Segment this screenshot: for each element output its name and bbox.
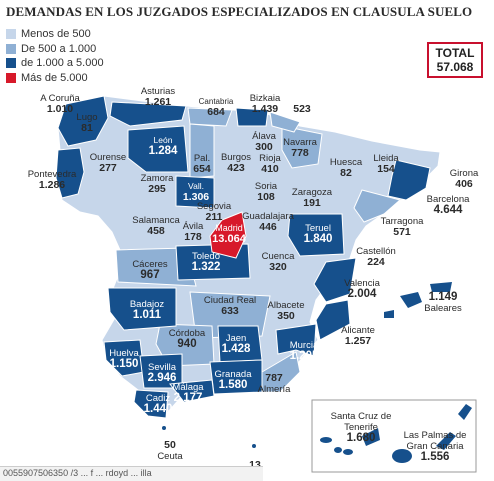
region-palencia (189, 123, 215, 179)
region-badajoz (107, 287, 177, 331)
region-madrid (209, 211, 247, 259)
ceuta-marker (162, 426, 166, 430)
region-valladolid (175, 175, 215, 209)
province-label: León 1.284 (148, 135, 178, 157)
legend-label: Menos de 500 (21, 28, 91, 41)
legend-swatch (6, 72, 16, 83)
province-label: Barcelona 4.644 (426, 194, 470, 216)
province-label: Cadiz 1.440 (143, 393, 173, 415)
legend-item: de 1.000 a 5.000 (6, 56, 104, 71)
province-label: Madrid 13.064 (212, 223, 246, 245)
province-label: Soria 108 (254, 181, 278, 203)
province-label: Badajoz 1.011 (129, 299, 165, 321)
total-box: TOTAL 57.068 (427, 42, 483, 78)
province-label: Cuenca 320 (261, 251, 295, 273)
province-label: Zaragoza 191 (291, 187, 333, 209)
legend-swatch (6, 29, 16, 40)
province-label: Málaga 2.177 (172, 382, 204, 404)
legend-item: De 500 a 1.000 (6, 42, 104, 57)
province-label: Albacete 350 (267, 300, 305, 322)
province-label: Castellón 224 (356, 246, 396, 268)
province-label: Pal. 654 (193, 153, 211, 175)
province-label: 50 Ceuta (157, 439, 183, 463)
region-tarragona (353, 189, 402, 223)
province-label: Bizkaia 1.439 (249, 93, 281, 115)
province-label: Huelva 1.150 (109, 348, 139, 370)
map-title: DEMANDAS EN LOS JUZGADOS ESPECIALIZADOS … (6, 4, 473, 19)
legend-swatch (6, 43, 16, 54)
region-gipuzkoa (269, 111, 301, 133)
total-label: TOTAL (435, 46, 475, 60)
province-label: Teruel 1.840 (303, 223, 333, 245)
region-barcelona (387, 159, 431, 201)
canarias-islands (320, 404, 472, 463)
baleares-islands (384, 282, 452, 318)
region-leon (127, 125, 189, 173)
region-pontevedra (55, 147, 85, 199)
province-label: Toledo 1.322 (191, 251, 221, 273)
province-label: Santa Cruz de Tenerife 1.680 (330, 411, 392, 444)
region-a-coruna (57, 95, 109, 147)
province-label: 523 (293, 103, 311, 115)
canarias-inset (311, 399, 477, 473)
province-label: Valencia 2.004 (344, 278, 380, 300)
total-value: 57.068 (436, 60, 474, 74)
province-label: Burgos 423 (220, 152, 252, 174)
province-label: 13 (249, 459, 261, 471)
region-cantabria (187, 107, 233, 127)
province-label: A Coruña 1.010 (40, 93, 80, 115)
region-malaga (169, 379, 215, 403)
province-label: Zamora 295 (140, 173, 174, 195)
legend-item: Más de 5.000 (6, 71, 104, 86)
province-label: Murcia 1.205 (289, 340, 319, 362)
melilla-marker (252, 444, 256, 448)
legend-label: De 500 a 1.000 (21, 42, 97, 55)
province-label: Álava 300 (252, 131, 276, 153)
province-label: Ciudad Real 633 (203, 295, 257, 317)
province-label: Cáceres 967 (132, 259, 168, 281)
province-label: Ourense 277 (89, 152, 127, 174)
browser-status-bar: 0055907506350 /3 ... f ... rdoyd ... ill… (0, 466, 263, 481)
legend-label: Más de 5.000 (21, 71, 88, 84)
region-caceres (115, 247, 197, 287)
province-label: Asturias 1.261 (140, 86, 176, 108)
province-label: Granada 1.580 (214, 369, 252, 391)
legend: Menos de 500 De 500 a 1.000 de 1.000 a 5… (6, 27, 104, 85)
region-valencia (313, 257, 357, 303)
province-label: Córdoba 940 (168, 328, 206, 350)
province-label: 787 Almería (257, 372, 291, 396)
province-label: Lugo 81 (76, 112, 98, 134)
province-label: Segovia 211 (196, 201, 232, 223)
province-label: Navarra 778 (283, 137, 317, 159)
province-label: Tarragona 571 (380, 216, 424, 238)
province-label: Guadalajara 446 (242, 211, 294, 233)
province-label: Lleida 154 (373, 153, 399, 175)
province-label: Pontevedra 1.286 (27, 169, 77, 191)
province-label: Ávila 178 (182, 221, 204, 243)
region-teruel (287, 213, 345, 257)
province-label: Girona 406 (449, 168, 479, 190)
province-label: Jaen 1.428 (221, 333, 251, 355)
region-bizkaia (235, 107, 269, 127)
legend-item: Menos de 500 (6, 27, 104, 42)
province-label: Salamanca 458 (132, 215, 180, 237)
region-murcia (275, 323, 317, 357)
province-label: Las Palmas de Gran Canaria 1.556 (403, 430, 467, 463)
region-navarra (281, 125, 323, 169)
region-alicante (315, 299, 351, 341)
region-huelva (103, 339, 145, 377)
province-label: Vall. 1.306 (182, 181, 210, 203)
province-label: Rioja 410 (259, 153, 281, 175)
province-label: Cantabria 684 (198, 97, 234, 118)
province-label: 1.149 Baleares (424, 291, 462, 314)
legend-label: de 1.000 a 5.000 (21, 57, 104, 70)
province-label: Huesca 82 (329, 157, 363, 179)
legend-swatch (6, 58, 16, 69)
province-label: Sevilla 2.946 (147, 362, 177, 384)
region-asturias (109, 101, 187, 127)
province-label: Alicante 1.257 (341, 325, 375, 347)
region-cadiz (133, 389, 169, 419)
